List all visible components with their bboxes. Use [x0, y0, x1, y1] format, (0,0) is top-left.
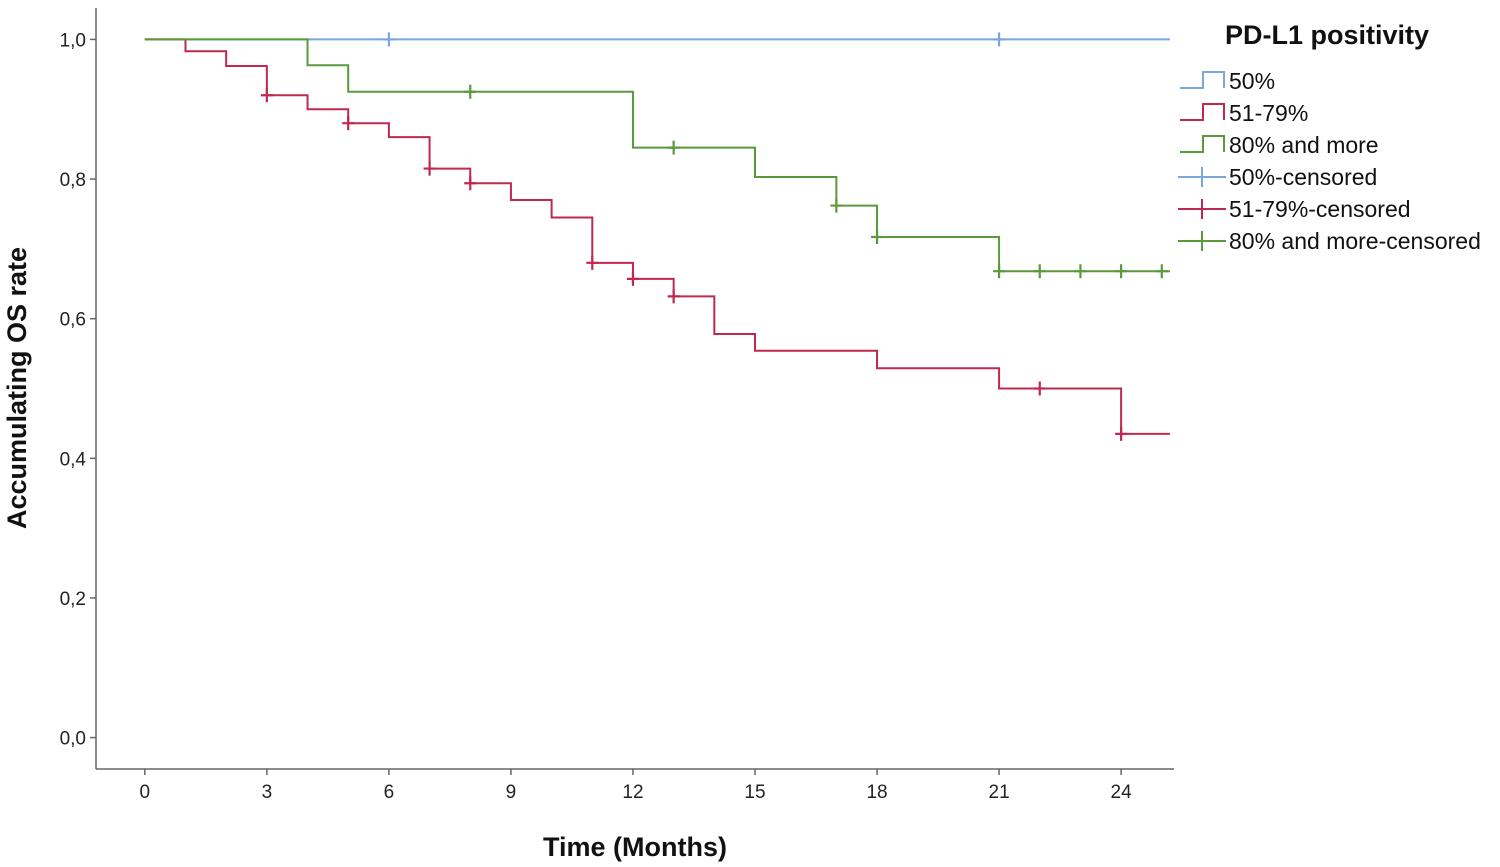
x-axis-title: Time (Months)	[543, 832, 727, 862]
legend-label: 51-79%	[1229, 100, 1308, 126]
censor-mark-3	[1115, 264, 1128, 279]
y-tick-label: 1,0	[60, 30, 86, 51]
legend-step-swatch	[1180, 135, 1225, 153]
censor-mark-1	[993, 32, 1006, 47]
y-tick-label: 0,0	[60, 729, 86, 750]
x-tick-label: 9	[506, 782, 517, 803]
legend-label: 50%-censored	[1229, 164, 1377, 190]
legend: PD-L1 positivity 50%51-79%80% and more50…	[1178, 20, 1481, 254]
censor-mark-2	[586, 255, 599, 270]
series-line-3	[144, 38, 1170, 273]
censor-mark-2	[423, 161, 436, 176]
censor-mark-3	[871, 229, 884, 244]
y-axis-title: Accumulating OS rate	[2, 247, 32, 529]
y-tick-label: 0,8	[60, 170, 86, 191]
x-tick-label: 24	[1111, 782, 1133, 803]
x-tick-label: 21	[989, 782, 1010, 803]
x-ticks: 0 3 6 9 12 15 18 21 24	[140, 769, 1133, 803]
x-tick-label: 15	[744, 782, 765, 803]
series-line-2	[144, 38, 1170, 435]
censor-mark-2	[667, 289, 680, 304]
censor-group	[260, 32, 1168, 441]
legend-step-swatch	[1180, 103, 1225, 121]
censor-mark-3	[1074, 264, 1087, 279]
x-tick-label: 0	[140, 782, 151, 803]
x-tick-label: 12	[622, 782, 643, 803]
axes	[95, 8, 1174, 770]
legend-censor-swatch	[1178, 167, 1226, 187]
legend-label: 80% and more-censored	[1229, 228, 1481, 254]
censor-mark-3	[1033, 264, 1046, 279]
x-tick-label: 6	[384, 782, 395, 803]
y-tick-label: 0,4	[60, 449, 87, 470]
censor-mark-1	[382, 32, 395, 47]
censor-mark-2	[342, 116, 355, 131]
legend-censor-swatch	[1178, 231, 1226, 251]
censor-mark-2	[464, 176, 477, 191]
censor-mark-2	[626, 271, 639, 286]
x-tick-label: 3	[262, 782, 273, 803]
y-ticks: 0,0 0,2 0,4 0,6 0,8 1,0	[60, 30, 96, 750]
censor-mark-2	[260, 88, 273, 103]
legend-title: PD-L1 positivity	[1225, 20, 1429, 50]
legend-censor-swatch	[1178, 199, 1226, 219]
x-tick-label: 18	[866, 782, 887, 803]
censor-mark-3	[1155, 264, 1168, 279]
censor-mark-3	[667, 140, 680, 155]
legend-step-swatch	[1180, 71, 1225, 89]
y-tick-label: 0,6	[60, 310, 86, 331]
censor-mark-3	[830, 198, 843, 213]
y-tick-label: 0,2	[60, 589, 86, 610]
legend-items: 50% 51-79% 80% and more 50%-censored 51-79%-…	[1178, 68, 1481, 254]
censor-mark-2	[1115, 426, 1128, 441]
legend-label: 51-79%-censored	[1229, 196, 1411, 222]
legend-label: 50%	[1229, 68, 1275, 94]
censor-mark-3	[993, 264, 1006, 279]
legend-label: 80% and more	[1229, 132, 1379, 158]
censor-mark-3	[464, 84, 477, 99]
series-group	[144, 38, 1170, 435]
censor-mark-2	[1033, 381, 1046, 396]
